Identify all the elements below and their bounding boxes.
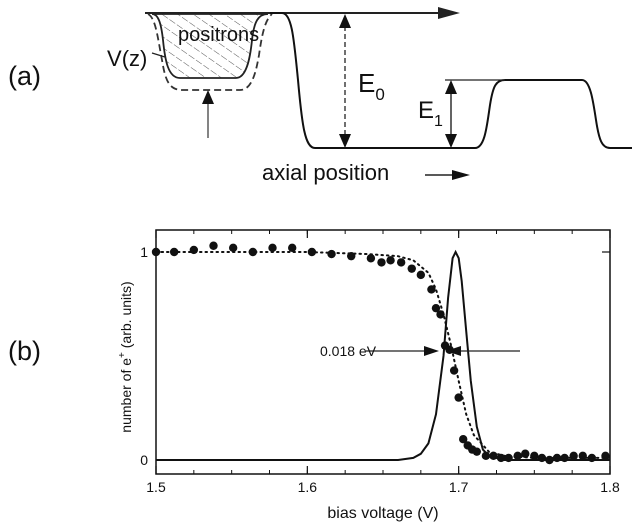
fwhm-label: 0.018 eV xyxy=(320,343,377,359)
data-point xyxy=(327,249,336,259)
potential-profile xyxy=(270,12,632,149)
x-tick-label: 1.8 xyxy=(600,479,620,495)
data-point xyxy=(431,303,441,313)
panel-b-label: (b) xyxy=(8,336,41,366)
data-point xyxy=(427,285,436,294)
fwhm-right-arrow-head xyxy=(446,346,461,356)
data-point xyxy=(454,393,463,402)
data-point xyxy=(248,247,258,257)
positrons-label: positrons xyxy=(178,24,259,46)
data-point xyxy=(386,256,395,265)
x-axis-label: bias voltage (V) xyxy=(327,505,438,522)
x-tick-label: 1.5 xyxy=(146,479,166,495)
panel-a-label: (a) xyxy=(8,61,41,91)
x-tick-label: 1.7 xyxy=(449,479,469,495)
data-point xyxy=(366,254,376,263)
x-tick-label: 1.6 xyxy=(298,479,318,495)
axial-position-label: axial position xyxy=(262,160,389,185)
data-point xyxy=(288,243,297,253)
data-point xyxy=(228,243,238,253)
e1-label: E1 xyxy=(418,97,443,130)
y-axis-label: number of e+ (arb. units) xyxy=(117,281,134,432)
data-point xyxy=(396,258,406,267)
well-arrow-head xyxy=(202,90,214,104)
top-axis-arrowhead xyxy=(438,7,460,19)
data-point xyxy=(268,243,277,253)
y-tick-label: 1 xyxy=(140,244,148,260)
positrons-region xyxy=(151,13,269,79)
potential-pointer xyxy=(151,52,166,58)
panel-a: (a) positrons V(z) E0 E1 axial position xyxy=(8,7,632,185)
panel-b: (b) number of e+ (arb. units) 1.5 1.6 1.7 1… xyxy=(8,229,620,522)
e1-arrow-bottom xyxy=(445,134,457,148)
e1-arrow-top xyxy=(445,80,457,94)
data-point xyxy=(377,258,386,267)
fit-curve-dotted xyxy=(155,251,611,459)
data-point xyxy=(472,447,482,456)
resolution-peak-line xyxy=(156,249,610,461)
data-point xyxy=(459,435,468,444)
e0-label: E0 xyxy=(358,68,385,104)
plot-frame xyxy=(155,229,611,475)
potential-label: V(z) xyxy=(107,46,147,71)
data-point xyxy=(209,241,218,250)
plot-layer: 1.5 1.6 1.7 1.8 0 1 xyxy=(140,230,620,495)
y-tick-label: 0 xyxy=(140,452,148,468)
data-point xyxy=(407,264,416,273)
axial-arrow-head xyxy=(452,170,470,180)
data-point xyxy=(416,270,426,280)
data-point xyxy=(513,451,522,461)
data-point xyxy=(521,449,530,458)
e0-arrow-bottom xyxy=(339,134,351,148)
e0-arrow-top xyxy=(339,14,351,28)
fwhm-left-arrow-head xyxy=(424,346,439,356)
